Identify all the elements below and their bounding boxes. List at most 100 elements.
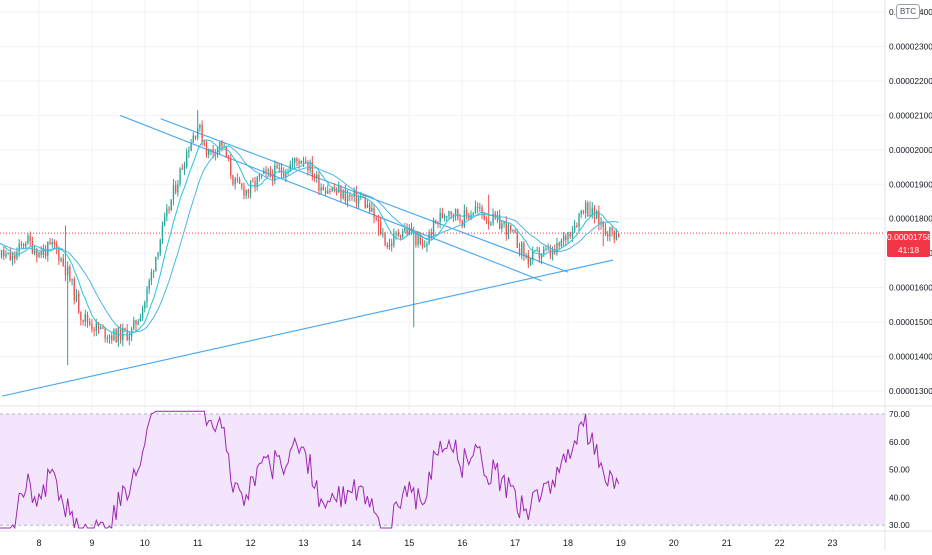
time-tick-label: 23 [827, 538, 837, 548]
candle [587, 201, 588, 217]
candle [104, 327, 105, 342]
candle [473, 212, 474, 215]
candle [47, 241, 48, 261]
candle [175, 181, 176, 195]
candle [609, 226, 610, 241]
candle [56, 241, 57, 255]
candle [614, 231, 615, 244]
candle [574, 220, 575, 233]
candle [69, 264, 70, 282]
candle [583, 210, 584, 215]
bar-countdown: 41:18 [887, 244, 930, 257]
candle [351, 194, 352, 201]
candle [197, 110, 198, 140]
candle [543, 246, 544, 257]
candle [177, 180, 178, 197]
rsi-band [0, 414, 885, 525]
candle [382, 228, 383, 238]
candle [486, 217, 487, 225]
candle [528, 250, 529, 268]
candle [598, 206, 599, 231]
candle [5, 250, 6, 259]
candle [188, 146, 189, 158]
time-tick-label: 21 [722, 538, 732, 548]
candle [466, 207, 467, 220]
candle [265, 166, 266, 177]
candle [21, 241, 22, 249]
candle [378, 215, 379, 236]
candle [164, 213, 165, 227]
candle [149, 278, 150, 293]
candle [246, 189, 247, 199]
ma-slow-line [0, 146, 619, 332]
candle [422, 238, 423, 249]
time-tick-label: 22 [775, 538, 785, 548]
candle [404, 223, 405, 233]
candle [34, 246, 35, 256]
price-tick-label: 0.00001300 [889, 386, 932, 396]
candle [160, 238, 161, 256]
price-tick-label: 0.00001400 [889, 352, 932, 362]
candle [611, 226, 612, 236]
candle [162, 221, 163, 244]
candle [506, 216, 507, 241]
candle [448, 211, 449, 219]
currency-badge[interactable]: BTC [896, 4, 920, 19]
candle [607, 231, 608, 241]
candle [373, 204, 374, 224]
candle [592, 202, 593, 219]
candle [323, 184, 324, 190]
candle [76, 289, 77, 303]
candle [60, 257, 61, 263]
candle [142, 305, 143, 320]
candle [140, 314, 141, 322]
candle [393, 229, 394, 248]
candle [565, 234, 566, 246]
candle [241, 183, 242, 190]
candle [89, 318, 90, 326]
candle [250, 180, 251, 199]
candle [521, 241, 522, 259]
candle [118, 326, 119, 347]
time-tick-label: 16 [457, 538, 467, 548]
candle [561, 238, 562, 248]
candle [585, 200, 586, 219]
candle [530, 258, 531, 266]
candle [367, 200, 368, 209]
price-tick-label: 0.00002200 [889, 76, 932, 86]
candle [100, 325, 101, 329]
candle [182, 164, 183, 170]
candle [71, 279, 72, 286]
candle [239, 177, 240, 184]
candle [618, 233, 619, 238]
candle [45, 245, 46, 259]
price-axis: 0.000024000.000023000.000022000.00002100… [889, 7, 932, 396]
candle [314, 173, 315, 182]
candle [109, 334, 110, 344]
candle [384, 232, 385, 247]
candle [556, 238, 557, 256]
time-tick-label: 14 [351, 538, 361, 548]
price-tick-label: 0.00001600 [889, 283, 932, 293]
candle [327, 185, 328, 194]
time-tick-label: 8 [36, 538, 41, 548]
time-tick-label: 15 [404, 538, 414, 548]
candle [228, 155, 229, 161]
candle [93, 327, 94, 337]
candle [272, 169, 273, 186]
candle [567, 232, 568, 243]
time-tick-label: 9 [89, 538, 94, 548]
candle [237, 173, 238, 183]
ma-fast-line [0, 140, 619, 336]
candles [0, 110, 619, 365]
candle [519, 243, 520, 257]
price-tick-label: 0.00002100 [889, 110, 932, 120]
candle [435, 220, 436, 224]
candle [514, 229, 515, 234]
candle [129, 331, 130, 345]
candle [490, 221, 491, 226]
candle [570, 232, 571, 239]
candle [356, 186, 357, 208]
